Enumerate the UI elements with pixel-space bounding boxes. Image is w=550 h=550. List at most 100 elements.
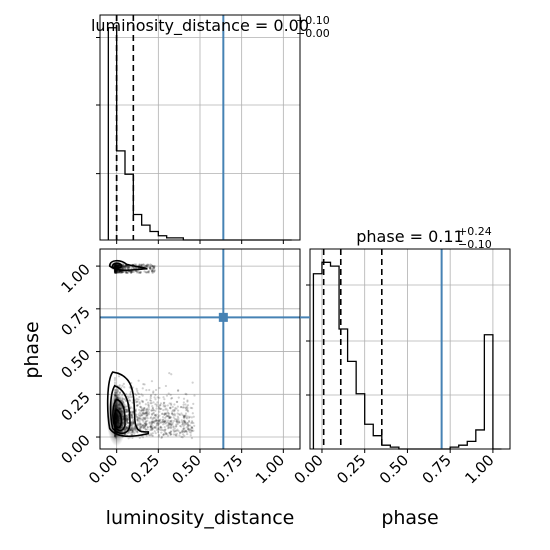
scatter-point <box>163 429 166 432</box>
scatter-point <box>127 431 130 435</box>
scatter-point <box>182 416 185 419</box>
scatter-point <box>151 265 154 268</box>
scatter-point <box>182 427 185 430</box>
scatter-point <box>166 414 169 417</box>
scatter-point <box>149 267 152 271</box>
scatter-point <box>130 415 133 418</box>
scatter-point <box>129 428 132 431</box>
ph-title-value: 0.11 <box>428 227 464 246</box>
scatter-point <box>185 393 188 396</box>
scatter-point <box>118 271 121 274</box>
scatter-point <box>188 420 191 423</box>
scatter-point <box>183 419 186 422</box>
scatter-point <box>176 421 179 424</box>
scatter-point <box>130 426 134 429</box>
scatter-point <box>149 263 152 266</box>
scatter-point <box>129 431 132 435</box>
scatter-point <box>160 431 163 434</box>
scatter-point <box>125 427 129 430</box>
scatter-point <box>184 414 187 417</box>
scatter-point <box>114 271 117 274</box>
scatter-point <box>153 425 156 429</box>
scatter-point <box>174 434 178 437</box>
scatter-point <box>136 430 139 433</box>
scatter-point <box>151 418 154 421</box>
scatter-point <box>163 420 166 423</box>
scatter-point <box>159 418 162 421</box>
scatter-point <box>175 420 178 423</box>
scatter-point <box>165 414 169 417</box>
scatter-point <box>151 409 155 412</box>
scatter-point <box>160 435 164 438</box>
scatter-point <box>185 405 188 408</box>
scatter-point <box>170 423 173 426</box>
scatter-point <box>154 427 158 430</box>
scatter-point <box>168 402 171 405</box>
ph-xtick-label-3: 0.75 <box>419 451 455 487</box>
scatter-point <box>125 264 129 268</box>
scatter-point <box>183 434 186 437</box>
scatter-point <box>155 419 159 422</box>
scatter-point <box>151 420 154 424</box>
scatter-point <box>150 399 153 402</box>
scatter-point <box>167 412 170 415</box>
scatter-point <box>173 430 176 433</box>
scatter-point <box>181 423 184 426</box>
scatter-point <box>160 420 164 424</box>
scatter-point <box>142 409 145 412</box>
scatter-point <box>162 429 165 432</box>
contour-level-4 <box>113 408 123 429</box>
scatter-point <box>162 418 165 421</box>
scatter-point <box>131 410 134 414</box>
scatter-point <box>145 264 148 267</box>
scatter-point <box>128 266 131 269</box>
scatter-point <box>175 407 178 410</box>
scatter-point <box>132 427 135 430</box>
scatter-point <box>163 420 166 423</box>
scatter-point <box>150 426 154 429</box>
scatter-point <box>151 424 154 427</box>
scatter-point <box>191 412 194 415</box>
jt-xtick-label-1: 0.25 <box>127 451 163 487</box>
scatter-point <box>144 412 148 415</box>
scatter-point <box>167 424 170 427</box>
scatter-point <box>152 401 155 404</box>
scatter-point <box>125 270 129 273</box>
scatter-point <box>169 416 172 419</box>
scatter-point <box>143 270 146 273</box>
scatter-point <box>187 428 190 431</box>
scatter-point <box>169 432 173 436</box>
scatter-point <box>144 416 147 419</box>
scatter-point <box>125 271 128 274</box>
scatter-point <box>133 263 136 266</box>
scatter-point <box>135 401 138 404</box>
scatter-point <box>177 419 180 422</box>
scatter-point <box>169 406 172 409</box>
scatter-point <box>183 423 186 426</box>
scatter-point <box>145 411 148 415</box>
scatter-point <box>168 431 171 434</box>
scatter-point <box>161 412 164 415</box>
scatter-point <box>141 263 144 266</box>
scatter-point <box>141 436 145 439</box>
scatter-point <box>143 264 146 268</box>
scatter-point <box>154 420 157 423</box>
scatter-point <box>172 433 175 436</box>
scatter-point <box>167 421 170 424</box>
scatter-point <box>162 433 165 436</box>
scatter-point <box>146 413 149 416</box>
scatter-point <box>144 423 147 426</box>
scatter-point <box>159 426 162 429</box>
ph-xlabel: phase <box>381 507 438 529</box>
scatter-point <box>150 264 153 267</box>
scatter-point <box>143 383 146 386</box>
scatter-point <box>151 270 154 273</box>
scatter-point <box>135 387 138 390</box>
scatter-point <box>152 416 156 419</box>
jt-ytick-label-3: 0.75 <box>57 303 93 339</box>
scatter-point <box>146 409 150 412</box>
scatter-point <box>140 413 144 416</box>
scatter-point <box>157 419 160 422</box>
scatter-point <box>176 420 179 423</box>
scatter-point <box>174 406 177 410</box>
